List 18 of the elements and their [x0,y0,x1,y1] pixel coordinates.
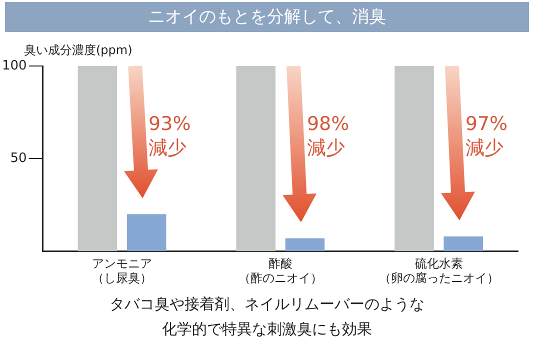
annotation: 93%減少 [148,112,192,160]
annotation: 98%減少 [306,112,350,160]
chart-title: ニオイのもとを分解して、消臭 [5,2,529,32]
bar [78,66,118,252]
y-tick-label: 50 [10,150,27,166]
bar [126,214,166,252]
text: 化学的で特異な刺激臭にも効果 [161,319,373,340]
bar [285,238,325,252]
bar [236,66,276,252]
annotation: 97%減少 [465,112,509,160]
y-tick-label: 100 [2,58,27,74]
bar [444,236,483,252]
bar [394,66,434,252]
x-tick-label: 硫化水素（卵の腐ったニオイ） [378,256,499,285]
text: タバコ臭や接着剤、ネイルリムーバーのような [108,294,426,315]
x-tick-label: アンモニア（し尿臭） [92,256,152,285]
x-tick-label: 酢酸（酢のニオイ） [238,256,322,285]
y-axis-title: 臭い成分濃度(ppm) [24,42,132,59]
